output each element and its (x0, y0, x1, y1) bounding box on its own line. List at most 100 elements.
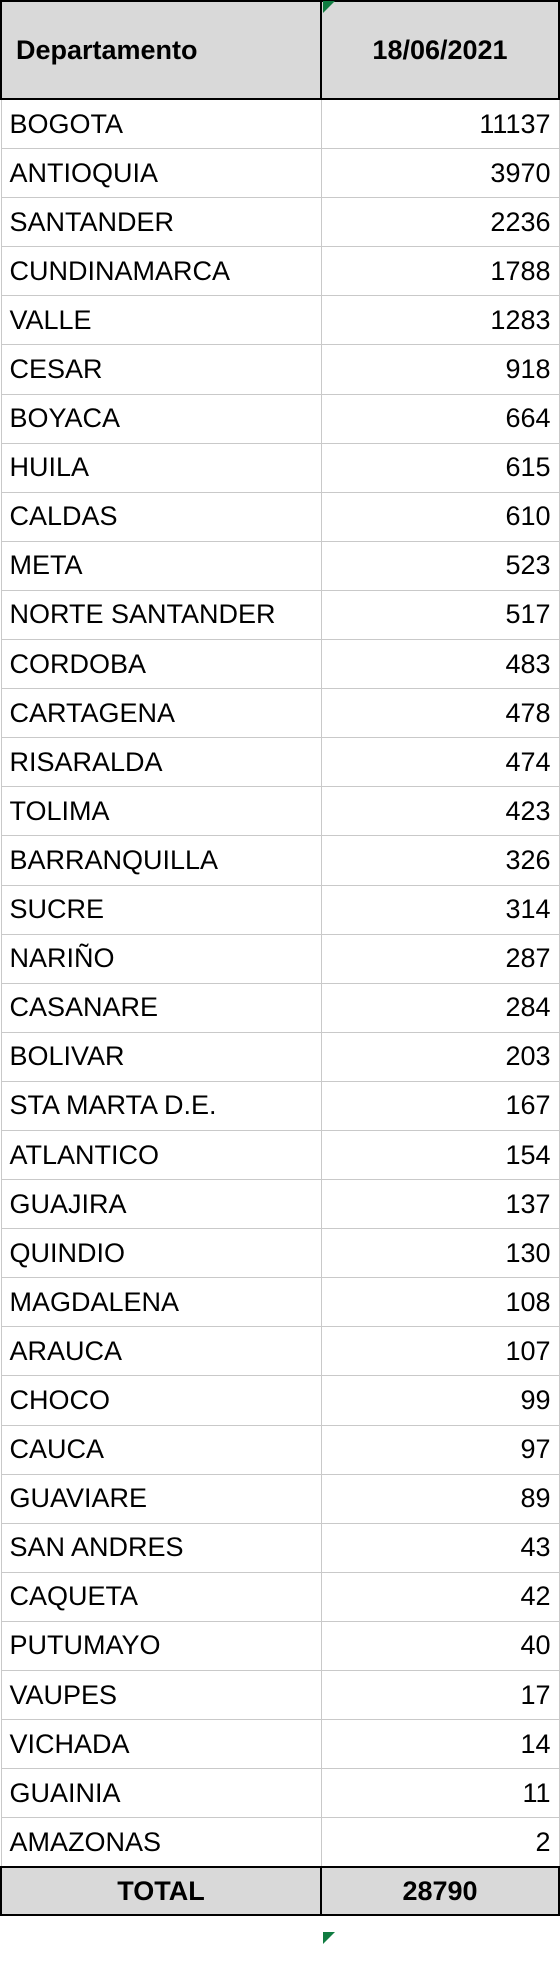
department-name-cell[interactable]: ATLANTICO (0, 1129, 322, 1181)
table-row: BARRANQUILLA 326 (0, 835, 560, 886)
department-value-cell[interactable]: 474 (320, 737, 560, 788)
department-value-cell[interactable]: 284 (320, 982, 560, 1033)
header-date-cell[interactable]: 18/06/2021 (320, 0, 560, 100)
table-row: HUILA 615 (0, 442, 560, 493)
department-value-cell[interactable]: 326 (320, 835, 560, 886)
department-value-cell[interactable]: 287 (320, 933, 560, 984)
department-name-cell[interactable]: SUCRE (0, 884, 322, 935)
department-value-cell[interactable]: 130 (320, 1228, 560, 1279)
table-row: BOLIVAR 203 (0, 1031, 560, 1082)
department-value-cell[interactable]: 97 (320, 1424, 560, 1475)
department-name-cell[interactable]: GUAVIARE (0, 1473, 322, 1524)
department-name-cell[interactable]: AMAZONAS (0, 1817, 322, 1868)
department-value-cell[interactable]: 203 (320, 1031, 560, 1082)
department-value-cell[interactable]: 918 (320, 344, 560, 395)
department-value-cell[interactable]: 11 (320, 1768, 560, 1819)
total-label-cell[interactable]: TOTAL (0, 1866, 322, 1917)
department-value-cell[interactable]: 483 (320, 639, 560, 690)
table-row: BOYACA 664 (0, 393, 560, 444)
table-row: CARTAGENA 478 (0, 688, 560, 739)
table-row: SANTANDER 2236 (0, 197, 560, 248)
table-row: ANTIOQUIA 3970 (0, 148, 560, 199)
department-name-cell[interactable]: BOGOTA (0, 98, 322, 150)
department-name-cell[interactable]: PUTUMAYO (0, 1620, 322, 1672)
department-value-cell[interactable]: 11137 (320, 98, 560, 150)
department-name-cell[interactable]: CUNDINAMARCA (0, 246, 322, 297)
table-row: CUNDINAMARCA 1788 (0, 246, 560, 297)
table-row: SAN ANDRES 43 (0, 1522, 560, 1573)
department-name-cell[interactable]: NORTE SANTANDER (0, 589, 322, 641)
table-row: ARAUCA 107 (0, 1326, 560, 1377)
department-name-cell[interactable]: VICHADA (0, 1719, 322, 1770)
department-name-cell[interactable]: QUINDIO (0, 1228, 322, 1279)
table-row: NORTE SANTANDER 517 (0, 589, 560, 641)
table-row: RISARALDA 474 (0, 737, 560, 788)
department-name-cell[interactable]: TOLIMA (0, 786, 322, 837)
department-name-cell[interactable]: HUILA (0, 442, 322, 493)
department-name-cell[interactable]: META (0, 540, 322, 591)
department-value-cell[interactable]: 478 (320, 688, 560, 739)
department-name-cell[interactable]: CESAR (0, 344, 322, 395)
table-row: CAUCA 97 (0, 1424, 560, 1475)
department-value-cell[interactable]: 2236 (320, 197, 560, 248)
table-row: GUAJIRA 137 (0, 1179, 560, 1230)
department-name-cell[interactable]: CALDAS (0, 491, 322, 542)
department-value-cell[interactable]: 17 (320, 1669, 560, 1721)
department-name-cell[interactable]: BARRANQUILLA (0, 835, 322, 886)
table-row: SUCRE 314 (0, 884, 560, 935)
table-row: CESAR 918 (0, 344, 560, 395)
department-name-cell[interactable]: RISARALDA (0, 737, 322, 788)
department-name-cell[interactable]: CASANARE (0, 982, 322, 1033)
department-value-cell[interactable]: 167 (320, 1080, 560, 1131)
department-name-cell[interactable]: CHOCO (0, 1375, 322, 1426)
department-value-cell[interactable]: 615 (320, 442, 560, 493)
header-department-cell[interactable]: Departamento (0, 0, 322, 100)
table-row: VICHADA 14 (0, 1719, 560, 1770)
department-name-cell[interactable]: BOLIVAR (0, 1031, 322, 1082)
department-value-cell[interactable]: 1788 (320, 246, 560, 297)
department-value-cell[interactable]: 664 (320, 393, 560, 444)
department-name-cell[interactable]: VALLE (0, 295, 322, 346)
department-value-cell[interactable]: 107 (320, 1326, 560, 1377)
department-name-cell[interactable]: ANTIOQUIA (0, 148, 322, 199)
department-value-cell[interactable]: 99 (320, 1375, 560, 1426)
department-name-cell[interactable]: GUAJIRA (0, 1179, 322, 1230)
department-value-cell[interactable]: 42 (320, 1571, 560, 1622)
department-value-cell[interactable]: 108 (320, 1277, 560, 1328)
department-value-cell[interactable]: 43 (320, 1522, 560, 1573)
table-row: GUAINIA 11 (0, 1768, 560, 1819)
department-value-cell[interactable]: 137 (320, 1179, 560, 1230)
table-row: VAUPES 17 (0, 1669, 560, 1721)
department-value-cell[interactable]: 89 (320, 1473, 560, 1524)
department-value-cell[interactable]: 517 (320, 589, 560, 641)
department-value-cell[interactable]: 14 (320, 1719, 560, 1770)
total-value-cell[interactable]: 28790 (320, 1866, 560, 1917)
department-name-cell[interactable]: CORDOBA (0, 639, 322, 690)
department-value-cell[interactable]: 40 (320, 1620, 560, 1672)
department-name-cell[interactable]: BOYACA (0, 393, 322, 444)
department-name-cell[interactable]: CAQUETA (0, 1571, 322, 1622)
table-row: CORDOBA 483 (0, 639, 560, 690)
department-value-cell[interactable]: 610 (320, 491, 560, 542)
table-row: META 523 (0, 540, 560, 591)
department-name-cell[interactable]: ARAUCA (0, 1326, 322, 1377)
department-name-cell[interactable]: VAUPES (0, 1669, 322, 1721)
department-name-cell[interactable]: SANTANDER (0, 197, 322, 248)
total-row: TOTAL 28790 (0, 1866, 560, 1917)
department-value-cell[interactable]: 3970 (320, 148, 560, 199)
department-name-cell[interactable]: NARIÑO (0, 933, 322, 984)
department-name-cell[interactable]: SAN ANDRES (0, 1522, 322, 1573)
department-name-cell[interactable]: CARTAGENA (0, 688, 322, 739)
department-value-cell[interactable]: 314 (320, 884, 560, 935)
department-value-cell[interactable]: 1283 (320, 295, 560, 346)
department-value-cell[interactable]: 423 (320, 786, 560, 837)
department-name-cell[interactable]: MAGDALENA (0, 1277, 322, 1328)
department-name-cell[interactable]: CAUCA (0, 1424, 322, 1475)
department-name-cell[interactable]: STA MARTA D.E. (0, 1080, 322, 1131)
department-value-cell[interactable]: 523 (320, 540, 560, 591)
table-row: NARIÑO 287 (0, 933, 560, 984)
table-row: PUTUMAYO 40 (0, 1620, 560, 1672)
department-value-cell[interactable]: 2 (320, 1817, 560, 1868)
department-value-cell[interactable]: 154 (320, 1129, 560, 1181)
department-name-cell[interactable]: GUAINIA (0, 1768, 322, 1819)
